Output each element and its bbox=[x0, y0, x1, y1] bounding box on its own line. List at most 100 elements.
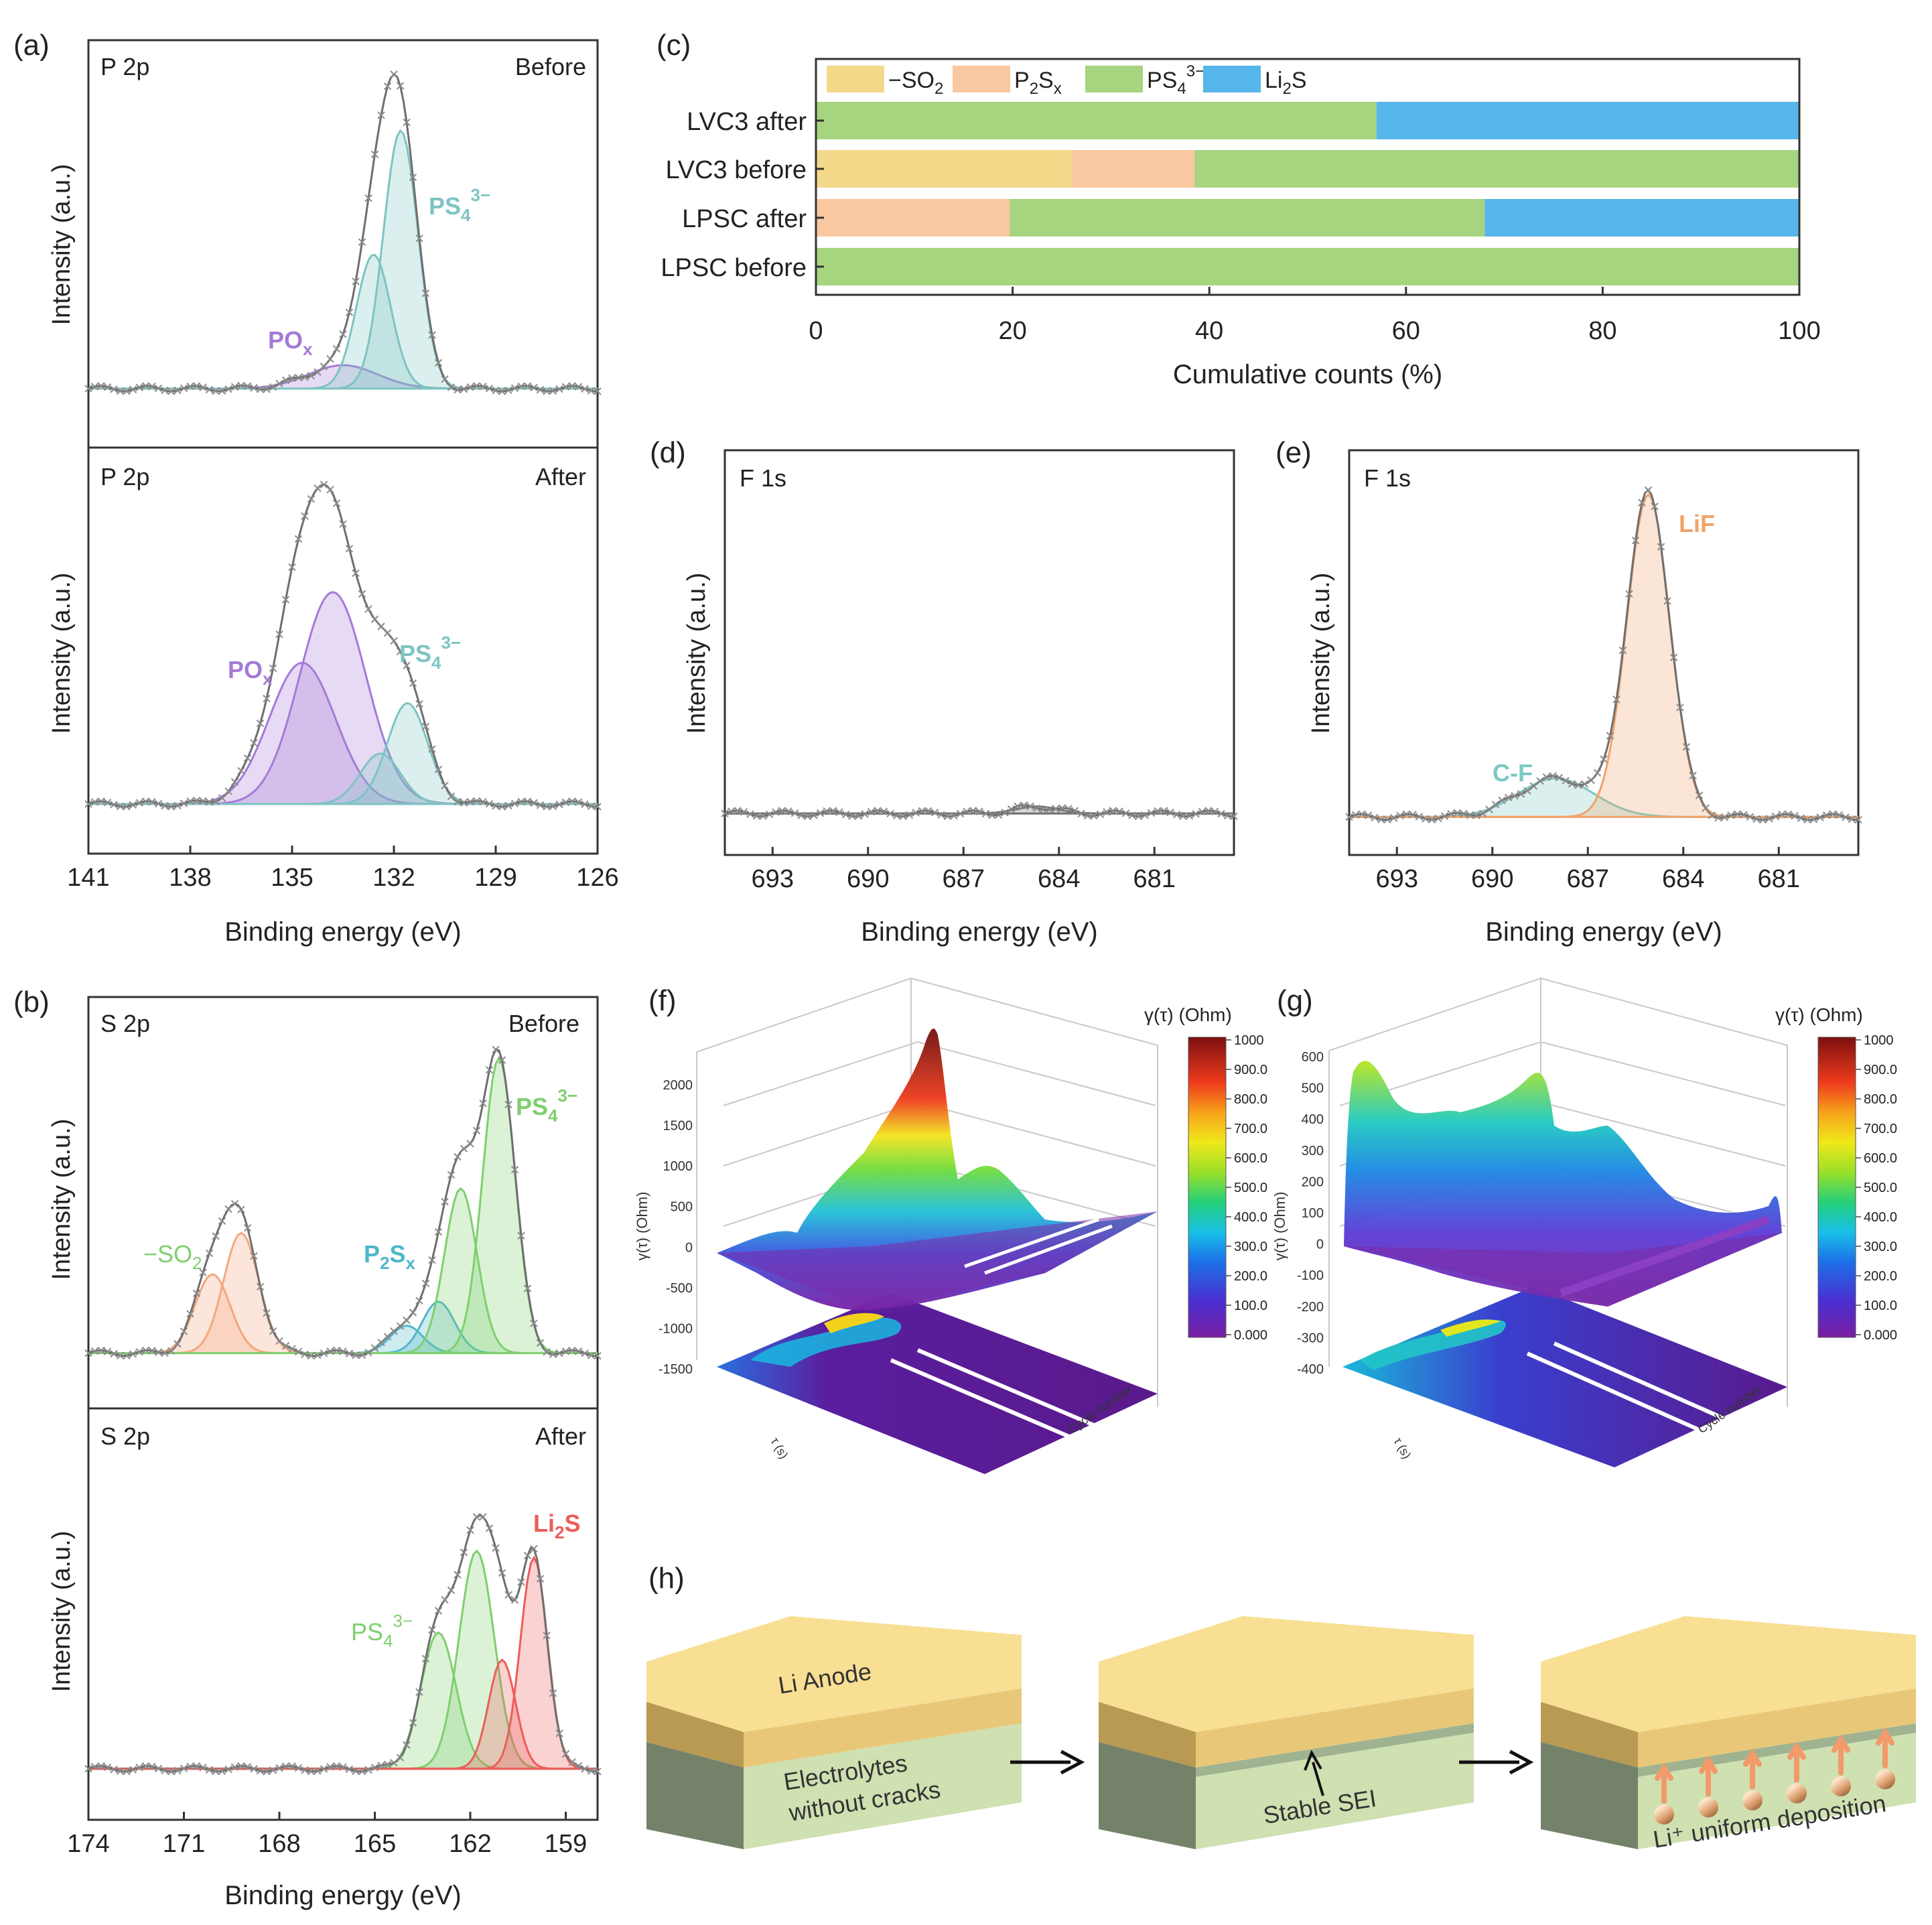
li-ion bbox=[1654, 1804, 1674, 1824]
data-point bbox=[1071, 807, 1079, 815]
data-point bbox=[861, 810, 869, 818]
bar-row-label: LVC3 after bbox=[687, 108, 807, 136]
data-point bbox=[937, 811, 945, 819]
data-point bbox=[403, 118, 411, 127]
data-point bbox=[1096, 810, 1105, 818]
data-point bbox=[332, 344, 341, 353]
data-point bbox=[854, 812, 863, 820]
data-point bbox=[568, 1346, 576, 1355]
data-point bbox=[530, 383, 538, 392]
data-point bbox=[561, 798, 570, 807]
data-point bbox=[141, 1346, 150, 1355]
data-point bbox=[326, 485, 334, 494]
data-point bbox=[1491, 801, 1500, 809]
data-point bbox=[918, 807, 926, 815]
data-point bbox=[116, 802, 125, 811]
data-point bbox=[174, 1340, 182, 1348]
data-point bbox=[1644, 486, 1653, 494]
data-point bbox=[587, 802, 596, 810]
panel-a-bottom-ylabel: Intensity (a.u.) bbox=[48, 573, 76, 734]
panel-d-ylabel: Intensity (a.u.) bbox=[683, 573, 711, 734]
data-point bbox=[1797, 814, 1805, 822]
data-point bbox=[421, 1654, 430, 1663]
data-point bbox=[199, 1268, 207, 1276]
panel-f-surface-stripes bbox=[964, 1217, 1113, 1275]
z-tick-label: 2000 bbox=[663, 1078, 693, 1093]
panel-f-box bbox=[696, 977, 1158, 1407]
data-point bbox=[250, 739, 258, 747]
label-a-top-ps4: PS43− bbox=[429, 185, 490, 225]
panel-d-frame bbox=[723, 449, 1235, 856]
panel-b: (b) S 2p Before S 2p After −SO2 P2Sx PS4… bbox=[13, 986, 602, 1910]
cbar-tick-label: 0.000 bbox=[1864, 1328, 1897, 1343]
data-point bbox=[441, 1197, 449, 1206]
data-point bbox=[288, 1762, 296, 1770]
data-point bbox=[275, 630, 283, 639]
data-point bbox=[314, 368, 322, 377]
li-ion bbox=[1698, 1797, 1718, 1818]
data-point bbox=[1842, 813, 1850, 821]
x-tick-label: 138 bbox=[169, 864, 211, 892]
data-point bbox=[1345, 813, 1353, 821]
data-point bbox=[454, 386, 462, 394]
data-point bbox=[530, 799, 538, 807]
block-3-electrolyte-front bbox=[1638, 1733, 1916, 1849]
x-tick-label: 159 bbox=[545, 1830, 587, 1858]
data-point bbox=[415, 1688, 423, 1697]
peak-area-a_top-1 bbox=[88, 255, 598, 389]
data-point bbox=[969, 807, 977, 815]
data-point bbox=[390, 1759, 398, 1767]
data-point bbox=[447, 383, 456, 391]
data-point bbox=[1460, 809, 1468, 818]
panel-b-bottom-state: After bbox=[535, 1422, 586, 1450]
data-point bbox=[1580, 780, 1589, 788]
data-point bbox=[1758, 815, 1767, 824]
data-point bbox=[409, 1309, 417, 1317]
data-point bbox=[905, 811, 914, 819]
x-tick-label: 684 bbox=[1662, 865, 1704, 893]
cbar-tick-label: 900.0 bbox=[1864, 1063, 1897, 1077]
data-point bbox=[1708, 811, 1716, 819]
x-tick-label: 687 bbox=[943, 865, 985, 893]
data-point bbox=[199, 383, 207, 391]
panel-d-xticks: 693 690 687 684 681 bbox=[752, 847, 1176, 893]
block-1-electrolyte-front bbox=[744, 1723, 1022, 1849]
label-b-top-ps4: PS43− bbox=[516, 1085, 577, 1126]
data-point bbox=[167, 387, 176, 395]
data-point bbox=[269, 1327, 277, 1335]
block-3: Li⁺ uniform deposition bbox=[1541, 1616, 1916, 1853]
z-tick-label: 0 bbox=[685, 1240, 693, 1255]
data-point bbox=[345, 545, 354, 553]
data-point bbox=[1185, 811, 1194, 820]
data-point bbox=[434, 765, 443, 773]
data-point bbox=[161, 1349, 169, 1357]
data-point bbox=[383, 1333, 392, 1341]
data-point bbox=[523, 797, 532, 805]
data-point bbox=[1192, 810, 1200, 818]
spectrum-b-bottom bbox=[84, 1513, 602, 1776]
data-point bbox=[1007, 805, 1016, 813]
z-tick-label: -400 bbox=[1297, 1362, 1324, 1377]
panel-a-bottom-element: P 2p bbox=[100, 463, 149, 490]
data-point bbox=[447, 1586, 456, 1595]
data-point bbox=[1428, 815, 1436, 823]
peak-area-b_bottom-3 bbox=[88, 1557, 598, 1769]
data-point bbox=[428, 745, 436, 753]
data-point bbox=[364, 1766, 372, 1774]
data-point bbox=[581, 1349, 589, 1357]
data-point bbox=[370, 615, 379, 623]
data-point bbox=[1172, 811, 1181, 819]
data-point bbox=[943, 812, 952, 820]
legend-swatch bbox=[827, 66, 884, 92]
data-point bbox=[1134, 812, 1143, 820]
data-point bbox=[536, 801, 545, 809]
panel-b-top-state: Before bbox=[508, 1010, 579, 1037]
data-point bbox=[587, 1351, 596, 1359]
data-point bbox=[161, 386, 169, 395]
data-point bbox=[224, 1205, 232, 1213]
data-point bbox=[466, 797, 474, 806]
data-point bbox=[1358, 810, 1366, 818]
z-tick-label: 500 bbox=[1302, 1081, 1324, 1096]
data-point bbox=[1045, 805, 1054, 814]
data-point bbox=[1415, 813, 1424, 821]
